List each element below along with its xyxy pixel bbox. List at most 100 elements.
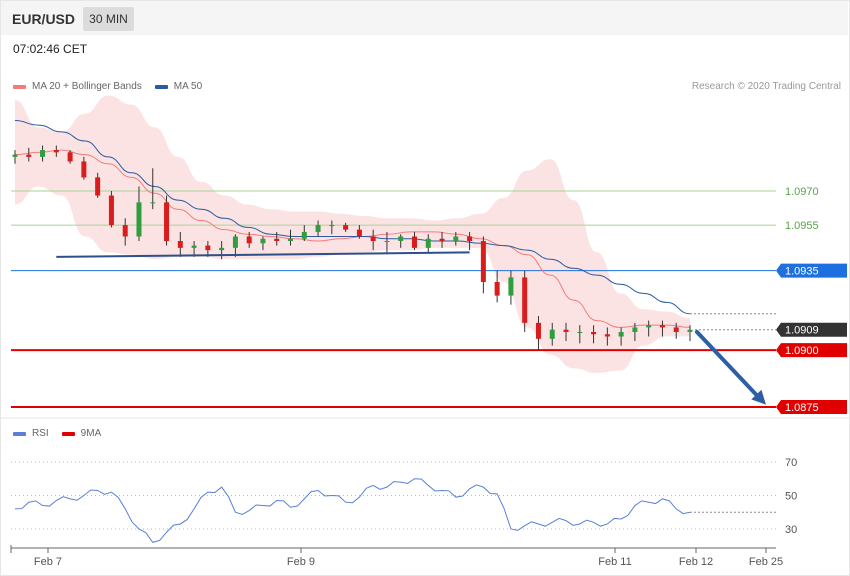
rsi-layer: 30 50 70 — [0, 417, 850, 543]
candle — [673, 322, 679, 339]
candle-body — [191, 245, 197, 248]
candle — [81, 156, 87, 180]
candle — [315, 220, 321, 237]
rsi-line — [14, 478, 691, 543]
candle — [26, 147, 32, 162]
candle-body — [425, 238, 431, 248]
bollinger-band-layer — [15, 95, 690, 373]
x-tick-label: Feb 25 — [749, 556, 783, 568]
candle-body — [177, 241, 183, 248]
candle-body — [480, 241, 486, 282]
candle — [67, 150, 73, 164]
candle-body — [673, 327, 679, 332]
candle — [522, 270, 528, 332]
candle-body — [246, 236, 252, 244]
symbol-title: EUR/USD — [12, 11, 76, 27]
research-credit: Research © 2020 Trading Central — [691, 81, 841, 92]
price-tag-1.0900 — [776, 343, 847, 358]
candle-body — [164, 202, 170, 242]
candle-body — [549, 329, 555, 339]
candle — [12, 150, 18, 164]
legend-item-rsi: RSI — [13, 428, 49, 439]
candle — [108, 191, 114, 228]
price-tags-layer: 1.0970 1.0955 1.0935 1.0909 1.0900 1.0875 — [776, 186, 847, 414]
ma50-line — [14, 120, 691, 315]
candle-body — [219, 247, 225, 251]
rsi-swatch — [13, 431, 26, 436]
chart-header: EUR/USD 30 MIN — [1, 1, 848, 35]
x-tick-label: Feb 12 — [679, 556, 713, 568]
candle-body — [260, 238, 266, 244]
candle — [95, 172, 101, 198]
candle-body — [508, 277, 514, 296]
candle-body — [494, 281, 500, 296]
candle-body — [370, 236, 376, 242]
candle-body — [398, 236, 404, 242]
candle — [343, 222, 349, 232]
candle — [618, 327, 624, 346]
candle-body — [12, 154, 18, 157]
price-tag-1.0909 — [776, 322, 847, 337]
candle — [356, 225, 362, 239]
candle — [164, 195, 170, 246]
candle — [549, 322, 555, 346]
candle — [370, 229, 376, 251]
candle-body — [591, 331, 597, 335]
candle — [260, 236, 266, 251]
candle-body — [411, 236, 417, 248]
candle — [136, 186, 142, 242]
timeframe-badge[interactable]: 30 MIN — [83, 7, 134, 31]
legend-label-ma50: MA 50 — [173, 81, 203, 92]
candle — [53, 145, 59, 157]
rsi-legend: RSI 9MA — [13, 428, 114, 439]
candle — [425, 234, 431, 253]
candle — [301, 225, 307, 242]
candle — [577, 325, 583, 344]
candle-body — [40, 150, 46, 157]
candle-body — [687, 329, 693, 332]
price-tag-1.0875 — [776, 400, 847, 414]
rsi-tick-label-70: 70 — [785, 457, 797, 469]
level-label-1.0970: 1.0970 — [785, 186, 819, 198]
candle-body — [232, 236, 238, 248]
candle-body — [467, 236, 473, 242]
candle — [329, 220, 335, 235]
forecast-arrow-shaft — [695, 329, 763, 402]
candle — [632, 322, 638, 342]
candle-body — [274, 238, 280, 242]
candle-body — [356, 229, 362, 237]
legend-label-rsi: RSI — [32, 428, 49, 439]
rsi-tick-label-30: 30 — [785, 524, 797, 536]
candle-body — [384, 241, 390, 243]
candle — [150, 168, 156, 210]
candle — [659, 320, 665, 337]
timestamp: 07:02:46 CET — [13, 42, 88, 56]
candle-body — [329, 225, 335, 227]
moving-average-layer — [14, 120, 776, 328]
price-tag-label-1.0875: 1.0875 — [785, 402, 819, 414]
candle-body — [205, 245, 211, 251]
candle-body — [646, 325, 652, 328]
candle-body — [453, 236, 459, 242]
x-tick-label: Feb 7 — [34, 556, 62, 568]
candle — [411, 231, 417, 251]
legend-item-ma50: MA 50 — [154, 81, 203, 92]
candle-body — [315, 225, 321, 232]
candle — [122, 218, 128, 246]
candle-body — [577, 331, 583, 333]
candle — [439, 231, 445, 248]
legend-item-ma20: MA 20 + Bollinger Bands — [13, 81, 142, 92]
candle — [535, 316, 541, 351]
price-tag-1.0935 — [776, 263, 847, 278]
candle — [646, 320, 652, 337]
candle — [398, 234, 404, 248]
candle-body — [522, 277, 528, 323]
candle — [508, 270, 514, 305]
x-tick-label: Feb 9 — [287, 556, 315, 568]
candle-body — [343, 225, 349, 230]
candle — [274, 231, 280, 246]
candle — [453, 231, 459, 246]
candle-body — [563, 329, 569, 332]
rsi-tick-label-50: 50 — [785, 491, 797, 503]
